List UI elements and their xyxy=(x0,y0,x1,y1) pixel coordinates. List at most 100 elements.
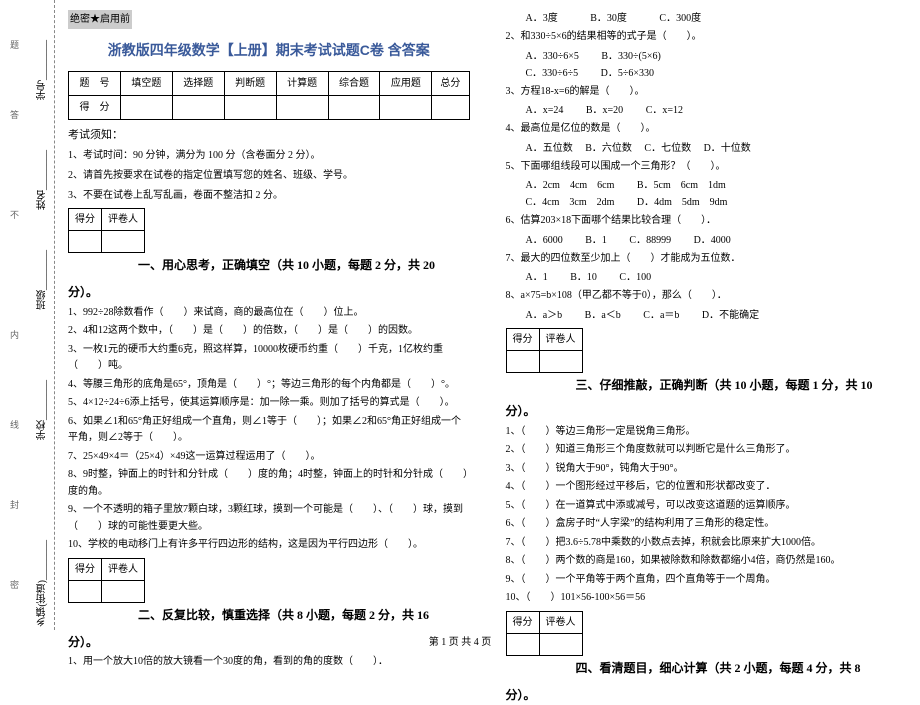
section3-head: 三、仔细推敲，正确判断（共 10 小题，每题 1 分，共 10 xyxy=(576,378,873,392)
th: 题 号 xyxy=(69,71,121,95)
q: 8、a×75=b×108（甲乙都不等于0），那么（ ）． xyxy=(506,288,908,305)
binding-label: 姓名________ xyxy=(35,150,50,210)
opt: D．5÷6×330 xyxy=(601,68,654,79)
side-char: 线 xyxy=(8,420,21,429)
opt: D．不能确定 xyxy=(702,310,759,321)
th: 综合题 xyxy=(328,71,380,95)
side-char: 题 xyxy=(8,40,21,49)
opt: D．十位数 xyxy=(704,143,751,154)
q: 7、（ ）把3.6÷5.78中乘数的小数点去掉，积就会比原来扩大1000倍。 xyxy=(506,535,908,552)
q: 5、（ ）在一道算式中添或减号，可以改变这道题的运算顺序。 xyxy=(506,498,908,515)
binding-strip: 学号________ 姓名________ 班级________ 学校_____… xyxy=(0,0,55,630)
q: 3、（ ）锐角大于90°，钝角大于90°。 xyxy=(506,461,908,478)
notice-item: 1、考试时间：90 分钟，满分为 100 分（含卷面分 2 分）。 xyxy=(68,147,470,164)
q: 1、（ ）等边三角形一定是锐角三角形。 xyxy=(506,424,908,441)
q: 8、9时整，钟面上的时针和分针成（ ）度的角；4时整，钟面上的时针和分针成（ ）… xyxy=(68,467,470,500)
opt: A．3度 xyxy=(526,13,558,24)
td xyxy=(432,95,469,119)
opt: B．1 xyxy=(585,235,607,246)
opts: A．x=24 B．x=20 C．x=12 xyxy=(506,102,908,119)
section2-head: 二、反复比较，慎重选择（共 8 小题，每题 2 分，共 16 xyxy=(138,608,429,622)
mini-blank xyxy=(102,580,145,602)
opt: C．4cm 3cm 2dm xyxy=(526,197,615,208)
notice-item: 2、请首先按要求在试卷的指定位置填写您的姓名、班级、学号。 xyxy=(68,167,470,184)
section4-tail: 分）。 xyxy=(506,688,536,702)
opt: D．4dm 5dm 9dm xyxy=(637,197,728,208)
opt: A．6000 xyxy=(526,235,563,246)
q: 2、4和12这两个数中，（ ）是（ ）的倍数，（ ）是（ ）的因数。 xyxy=(68,323,470,340)
opt: A．a＞b xyxy=(526,310,563,321)
q: 6、如果∠1和65°角正好组成一个直角，则∠1等于（ ）；如果∠2和65°角正好… xyxy=(68,414,470,447)
mini-score: 得分评卷人 xyxy=(68,558,145,603)
th: 判断题 xyxy=(224,71,276,95)
opt: C．x=12 xyxy=(646,105,683,116)
mini-c: 评卷人 xyxy=(102,558,145,580)
side-char: 内 xyxy=(8,330,21,339)
opt: A．2cm 4cm 6cm xyxy=(526,180,615,191)
side-char: 封 xyxy=(8,500,21,509)
section1-tail: 分）。 xyxy=(68,285,98,299)
td: 得 分 xyxy=(69,95,121,119)
td xyxy=(380,95,432,119)
opt: C．a＝b xyxy=(643,310,679,321)
opt: C．88999 xyxy=(629,235,671,246)
opt: A．330÷6×5 xyxy=(526,51,579,62)
q: 6、估算203×18下面哪个结果比较合理（ ）． xyxy=(506,213,908,230)
opt: C．七位数 xyxy=(644,143,691,154)
q: 1、用一个放大10倍的放大镜看一个30度的角，看到的角的度数（ ）． xyxy=(68,654,470,671)
opt: B．x=20 xyxy=(586,105,623,116)
side-char: 不 xyxy=(8,210,21,219)
secret-label: 绝密★启用前 xyxy=(68,10,132,29)
binding-label: 班级________ xyxy=(35,250,50,310)
mini-blank xyxy=(69,231,102,253)
mini-score: 得分评卷人 xyxy=(68,208,145,253)
mini-blank xyxy=(506,350,539,372)
td xyxy=(120,95,172,119)
mini-blank xyxy=(102,231,145,253)
q: 9、一个不透明的箱子里放7颗白球，3颗红球，摸到一个可能是（ ）、（ ）球，摸到… xyxy=(68,502,470,535)
left-column: 绝密★启用前 浙教版四年级数学【上册】期末考试试题C卷 含答案 题 号 填空题 … xyxy=(60,5,478,645)
opts: A．3度 B．30度 C．300度 xyxy=(506,10,908,27)
right-column: A．3度 B．30度 C．300度 2、和330÷5×6的结果相等的式子是（ ）… xyxy=(498,5,916,645)
q: 4、等腰三角形的底角是65°，顶角是（ ）°；等边三角形的每个内角都是（ ）°。 xyxy=(68,377,470,394)
q: 1、992÷28除数看作（ ）来试商，商的最高位在（ ）位上。 xyxy=(68,305,470,322)
opts: A．1 B．10 C．100 xyxy=(506,269,908,286)
q: 7、25×49×4＝（25×4）×49这一运算过程运用了（ ）。 xyxy=(68,449,470,466)
opt: B．5cm 6cm 1dm xyxy=(637,180,726,191)
opt: B．六位数 xyxy=(585,143,632,154)
section3-tail: 分）。 xyxy=(506,404,536,418)
q: 8、（ ）两个数的商是160，如果被除数和除数都缩小4倍，商仍然是160。 xyxy=(506,553,908,570)
notice-item: 3、不要在试卷上乱写乱画，卷面不整洁扣 2 分。 xyxy=(68,187,470,204)
opt: A．五位数 xyxy=(526,143,573,154)
opt: B．30度 xyxy=(590,13,627,24)
mini-blank xyxy=(539,350,582,372)
opts: A．330÷6×5 B．330÷(5×6) C．330÷6÷5 D．5÷6×33… xyxy=(506,48,908,82)
opts: A．五位数 B．六位数 C．七位数 D．十位数 xyxy=(506,140,908,157)
page-body: 绝密★启用前 浙教版四年级数学【上册】期末考试试题C卷 含答案 题 号 填空题 … xyxy=(60,5,915,645)
opts: A．2cm 4cm 6cm B．5cm 6cm 1dm C．4cm 3cm 2d… xyxy=(506,177,908,211)
q: 3、一枚1元的硬币大约重6克，照这样算，10000枚硬币约重（ ）千克，1亿枚约… xyxy=(68,342,470,375)
binding-label: 乡镇(街道)________ xyxy=(35,540,50,627)
q: 4、最高位是亿位的数是（ ）。 xyxy=(506,121,908,138)
mini-c: 得分 xyxy=(506,611,539,633)
th: 填空题 xyxy=(120,71,172,95)
opts: A．a＞b B．a＜b C．a＝b D．不能确定 xyxy=(506,307,908,324)
opt: B．330÷(5×6) xyxy=(601,51,660,62)
score-table: 题 号 填空题 选择题 判断题 计算题 综合题 应用题 总分 得 分 xyxy=(68,71,470,120)
td xyxy=(276,95,328,119)
q: 5、下面哪组线段可以围成一个三角形？（ ）。 xyxy=(506,159,908,176)
exam-title: 浙教版四年级数学【上册】期末考试试题C卷 含答案 xyxy=(68,39,470,63)
opts: A．6000 B．1 C．88999 D．4000 xyxy=(506,232,908,249)
th: 总分 xyxy=(432,71,469,95)
mini-c: 得分 xyxy=(506,328,539,350)
opt: B．a＜b xyxy=(585,310,621,321)
opt: C．330÷6÷5 xyxy=(526,68,579,79)
mini-c: 得分 xyxy=(69,558,102,580)
q: 10、（ ）101×56-100×56＝56 xyxy=(506,590,908,607)
page-footer: 第 1 页 共 4 页 xyxy=(0,633,920,648)
opt: A．1 xyxy=(526,272,548,283)
q: 6、（ ）盒房子时“人字梁”的结构利用了三角形的稳定性。 xyxy=(506,516,908,533)
q: 5、4×12÷24÷6添上括号，使其运算顺序是：加一除一乘。则加了括号的算式是（… xyxy=(68,395,470,412)
binding-label: 学号________ xyxy=(35,40,50,100)
side-char: 密 xyxy=(8,580,21,589)
